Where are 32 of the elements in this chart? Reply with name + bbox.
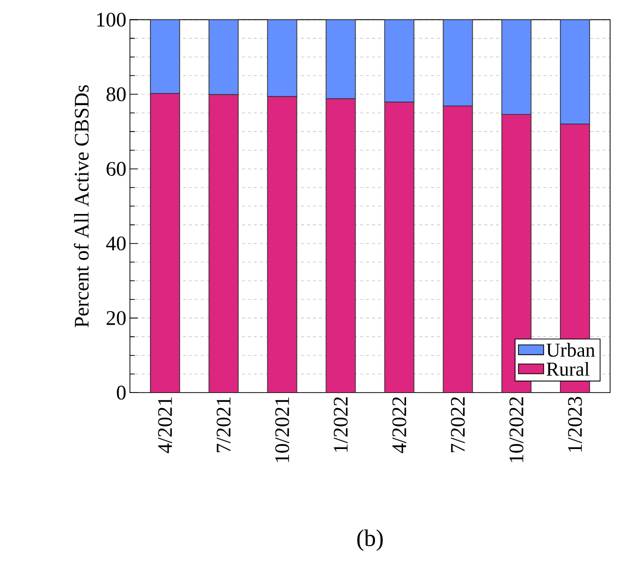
bar xyxy=(150,93,180,393)
bar xyxy=(267,96,298,393)
bar xyxy=(384,20,414,103)
legend-label: Rural xyxy=(546,362,590,376)
y-tick-label: 0 xyxy=(116,386,126,400)
legend-label: Urban xyxy=(546,343,595,357)
bar xyxy=(326,20,356,100)
x-tick-label: 4/2022 xyxy=(392,397,406,454)
bar xyxy=(208,94,239,393)
y-tick-label: 20 xyxy=(106,311,126,326)
bar xyxy=(501,20,532,115)
x-tick-label: 1/2022 xyxy=(334,397,348,452)
bar xyxy=(267,20,298,97)
bar xyxy=(560,20,590,125)
y-tick-label: 60 xyxy=(106,162,126,176)
text: (b) xyxy=(357,530,383,552)
x-tick-label: 7/2022 xyxy=(450,397,465,452)
bar xyxy=(208,20,239,96)
y-tick-label: 100 xyxy=(97,12,126,27)
bar xyxy=(150,20,180,94)
bar xyxy=(442,106,473,393)
x-tick-label: 4/2021 xyxy=(158,397,172,454)
x-tick-label: 10/2021 xyxy=(275,397,290,462)
bar xyxy=(326,98,356,393)
y-axis-title: Percent of All Active CBSDs xyxy=(74,85,89,328)
y-tick-label: 40 xyxy=(106,236,126,251)
x-tick-label: 10/2022 xyxy=(509,397,524,462)
bar xyxy=(384,102,414,393)
x-tick-label: 7/2021 xyxy=(216,397,231,452)
bar xyxy=(442,20,473,106)
y-tick-label: 80 xyxy=(106,87,126,102)
x-tick-label: 1/2023 xyxy=(568,397,582,452)
